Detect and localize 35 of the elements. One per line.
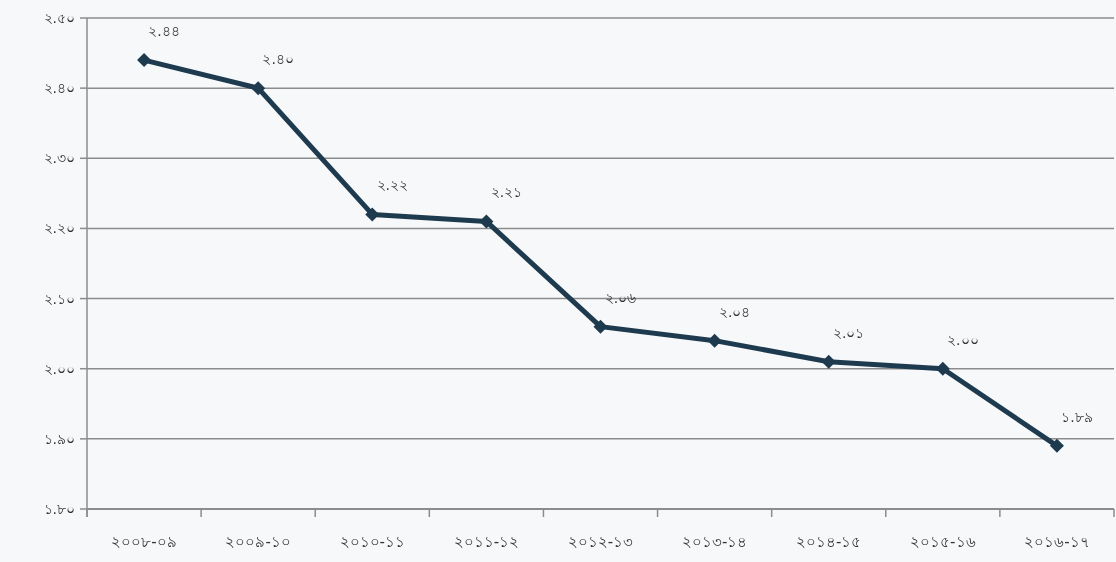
y-tick-label: ২.০০ <box>43 360 75 377</box>
point <box>935 361 950 376</box>
x-tick-label: ২০১৪-১৫ <box>796 533 862 551</box>
point <box>137 53 152 68</box>
y-tick-label: ১.৮০ <box>43 501 75 517</box>
point <box>479 214 494 229</box>
y-tick-label: ২.৫০ <box>43 10 75 26</box>
x-tick-label: ২০০৯-১০ <box>225 533 291 551</box>
y-tick-label: ২.২০ <box>43 220 75 237</box>
data-label: ২.০১ <box>833 324 865 341</box>
x-tick-label: ২০০৮-০৯ <box>111 533 177 551</box>
y-tick-label: ১.৯০ <box>43 430 75 447</box>
point <box>1049 438 1064 453</box>
data-label: ২.২২ <box>376 177 408 194</box>
data-label: ২.৪০ <box>262 51 294 68</box>
y-tick-label: ২.৩০ <box>43 150 75 167</box>
point <box>821 354 836 369</box>
data-label: ২.০০ <box>947 331 979 348</box>
point <box>251 81 266 96</box>
data-label: ১.৮৯ <box>1061 408 1093 425</box>
y-tick-label: ২.৪০ <box>43 80 75 97</box>
data-label: ২.০৬ <box>604 289 637 306</box>
x-tick-label: ২০১৬-১৭ <box>1024 533 1090 551</box>
x-tick-label: ২০১১-১২ <box>453 533 520 551</box>
point <box>365 207 380 222</box>
x-tick-label: ২০১৩-১৪ <box>681 533 748 551</box>
data-label: ২.২১ <box>490 184 523 201</box>
y-tick-label: ২.১০ <box>43 290 75 307</box>
x-tick-label: ২০১২-১৩ <box>567 533 634 551</box>
x-tick-label: ২০১০-১১ <box>339 533 405 551</box>
point <box>593 319 608 334</box>
data-label: ২.৪৪ <box>148 23 180 40</box>
data-label: ২.০৪ <box>718 303 751 320</box>
x-tick-label: ২০১৫-১৬ <box>910 533 976 551</box>
point <box>707 333 722 348</box>
